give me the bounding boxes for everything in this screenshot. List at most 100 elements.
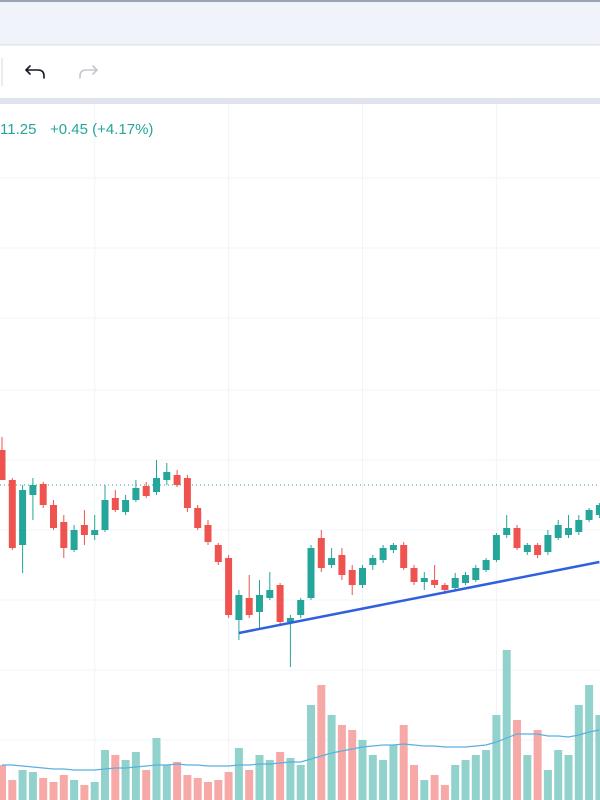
volume-bar — [183, 775, 192, 800]
candle-body — [379, 548, 387, 560]
volume-bar — [523, 755, 532, 800]
volume-bar — [296, 765, 305, 800]
candle-body — [286, 618, 294, 622]
volume-bar — [430, 775, 439, 800]
volume-bar — [59, 775, 68, 800]
candle-body — [132, 488, 140, 500]
volume-bar — [18, 770, 27, 800]
volume-bar — [420, 780, 429, 800]
candle-body — [472, 568, 480, 580]
candle-body — [420, 578, 428, 582]
toolbar — [0, 46, 600, 98]
volume-bar — [28, 772, 37, 800]
volume-bar — [234, 748, 243, 800]
volume-bar — [461, 760, 470, 800]
volume-bar — [255, 755, 264, 800]
candle-body — [80, 525, 88, 535]
candle-body — [266, 590, 274, 598]
volume-bar — [533, 730, 542, 800]
candle-body — [431, 580, 439, 585]
candle-body — [389, 545, 397, 550]
candle-body — [142, 486, 150, 496]
volume-bar — [142, 770, 151, 800]
volume-bar — [265, 760, 274, 800]
undo-icon — [24, 65, 45, 79]
volume-bar — [307, 705, 315, 800]
volume-bar — [451, 765, 460, 800]
candle-body — [173, 475, 181, 485]
candle-body — [317, 538, 325, 568]
volume-bar — [543, 770, 552, 800]
volume-bar — [595, 715, 600, 800]
volume-bar — [585, 685, 594, 800]
volume-bar — [368, 755, 377, 800]
volume-bar — [39, 778, 48, 800]
candle-body — [183, 478, 191, 508]
volume-bar — [162, 765, 171, 800]
candle-body — [503, 528, 511, 535]
volume-bar — [111, 755, 120, 800]
volume-bar — [90, 782, 99, 800]
volume-bar — [245, 770, 254, 800]
volume-bar — [152, 738, 161, 800]
candle-body — [194, 508, 202, 528]
candle-body — [534, 545, 542, 555]
candle-body — [451, 578, 459, 588]
volume-bar — [173, 762, 182, 800]
candle-body — [523, 545, 531, 552]
candle-body — [122, 500, 130, 512]
volume-bar — [492, 715, 501, 800]
candle-body — [91, 530, 99, 535]
candle-body — [554, 525, 562, 538]
candle-body — [276, 585, 284, 622]
redo-icon — [79, 65, 99, 79]
candle-body — [595, 505, 600, 515]
candle-body — [307, 548, 315, 598]
candle-body — [8, 480, 16, 548]
candle-body — [50, 505, 57, 528]
volume-bar — [204, 782, 212, 800]
candle-body — [19, 490, 27, 545]
volume-bar — [276, 752, 285, 800]
undo-button[interactable] — [24, 65, 45, 79]
volume-bar — [348, 730, 357, 800]
volume-bar — [471, 755, 480, 800]
candle-body — [29, 485, 37, 495]
volume-bar — [574, 705, 583, 800]
candle-body — [111, 498, 119, 510]
candle-body — [359, 568, 366, 585]
candle-body — [39, 484, 47, 505]
volume-bar — [101, 750, 109, 800]
candle-body — [256, 595, 263, 612]
volume-bar — [554, 750, 563, 800]
candle-body — [544, 535, 552, 552]
volume-bar — [193, 778, 202, 800]
candle-body — [400, 545, 408, 568]
candle-body — [153, 478, 160, 492]
legend-change: +0.45 (+4.17%) — [50, 121, 153, 138]
candle-body — [297, 600, 305, 615]
candle-body — [70, 530, 78, 550]
candle-body — [225, 558, 233, 615]
volume-bar — [513, 720, 521, 800]
volume-bar — [564, 755, 573, 800]
volume-bar — [399, 725, 408, 800]
volume-bar — [317, 685, 326, 800]
candle-body — [328, 558, 336, 565]
redo-button[interactable] — [79, 65, 99, 79]
candle-body — [163, 472, 171, 480]
candle-body — [513, 528, 521, 548]
volume-bar — [337, 725, 346, 800]
volume-bar — [121, 760, 130, 800]
candle-body — [235, 595, 243, 620]
candle-body — [214, 545, 222, 562]
candle-body — [585, 510, 593, 520]
volume-bar — [327, 715, 336, 800]
volume-bar — [8, 780, 17, 800]
candle-body — [101, 500, 109, 530]
volume-bar — [389, 745, 398, 800]
volume-bar — [482, 750, 491, 800]
chart-area — [0, 104, 600, 800]
